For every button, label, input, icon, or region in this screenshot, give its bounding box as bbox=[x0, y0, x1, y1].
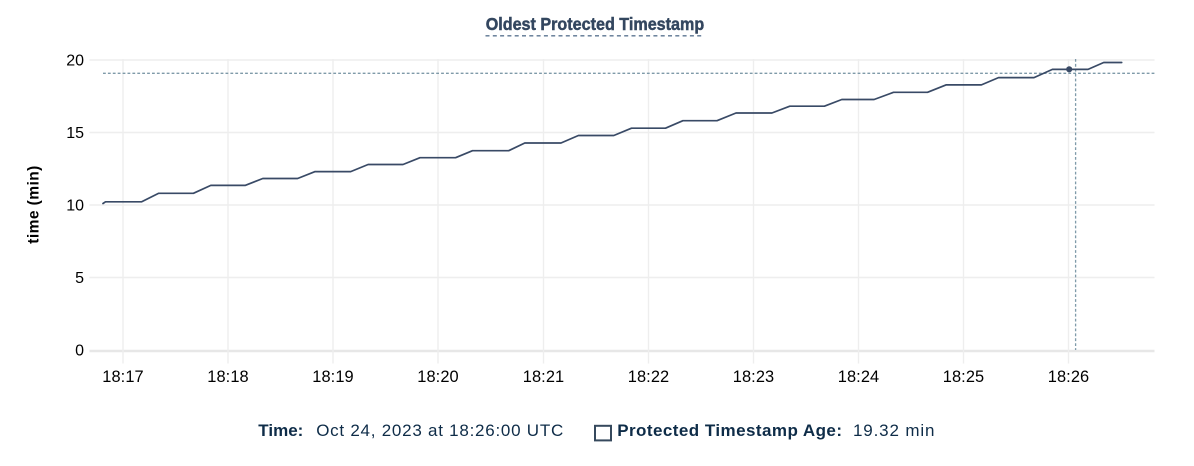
svg-text:10: 10 bbox=[66, 198, 84, 215]
svg-text:18:26: 18:26 bbox=[1048, 368, 1090, 386]
svg-text:18:21: 18:21 bbox=[523, 368, 565, 386]
svg-text:Time:: Time: bbox=[258, 421, 303, 440]
svg-text:time (min): time (min) bbox=[26, 165, 43, 244]
svg-text:Oldest Protected Timestamp: Oldest Protected Timestamp bbox=[486, 14, 705, 34]
svg-text:18:25: 18:25 bbox=[943, 368, 985, 386]
svg-text:18:17: 18:17 bbox=[102, 368, 144, 386]
svg-text:5: 5 bbox=[75, 270, 84, 287]
svg-text:18:19: 18:19 bbox=[312, 368, 354, 386]
svg-text:20: 20 bbox=[66, 53, 84, 70]
svg-text:18:22: 18:22 bbox=[628, 368, 670, 386]
svg-text:18:18: 18:18 bbox=[207, 368, 249, 386]
svg-text:19.32 min: 19.32 min bbox=[853, 421, 935, 440]
svg-text:Protected Timestamp Age:: Protected Timestamp Age: bbox=[617, 421, 842, 440]
svg-text:18:23: 18:23 bbox=[733, 368, 775, 386]
svg-text:0: 0 bbox=[75, 343, 84, 360]
svg-text:15: 15 bbox=[66, 125, 84, 142]
svg-text:18:24: 18:24 bbox=[838, 368, 880, 386]
svg-text:18:20: 18:20 bbox=[417, 368, 459, 386]
svg-text:Oct 24, 2023 at 18:26:00 UTC: Oct 24, 2023 at 18:26:00 UTC bbox=[316, 421, 564, 440]
